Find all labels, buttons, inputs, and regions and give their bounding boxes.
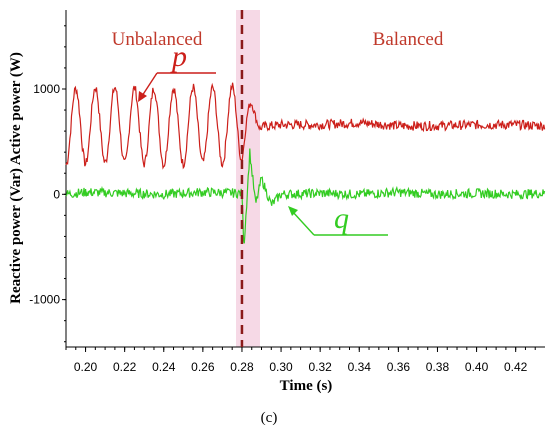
annotation-q-label: q (334, 202, 349, 235)
x-axis-title: Time (s) (280, 378, 333, 394)
y-axis-title: Reactive power (Var) Active power (W) (8, 52, 24, 304)
region-label-unbalanced: Unbalanced (112, 29, 203, 50)
x-tick-label: 0.40 (465, 360, 489, 374)
annotation-p-label: p (170, 40, 187, 73)
axes (65, 10, 545, 348)
y-ticks: -1000 0 1000 (29, 25, 66, 343)
x-tick-label: 0.34 (348, 360, 372, 374)
y-tick-label: 1000 (33, 82, 60, 96)
series-q-line (65, 148, 546, 244)
annotation-q-arrowhead (288, 206, 298, 216)
annotation-p-arrowhead (138, 91, 147, 102)
region-label-balanced: Balanced (373, 29, 444, 50)
y-tick-label: 0 (53, 187, 60, 201)
figure-caption: (c) (261, 410, 278, 426)
x-ticks: 0.20 0.22 0.24 0.26 0.28 0.30 0.32 0.34 0.36 0.38… (65, 347, 536, 374)
annotation-p: p (138, 40, 216, 102)
x-tick-label: 0.22 (113, 360, 137, 374)
x-tick-label: 0.38 (426, 360, 450, 374)
x-tick-label: 0.24 (152, 360, 176, 374)
x-tick-label: 0.30 (269, 360, 293, 374)
x-tick-label: 0.20 (74, 360, 98, 374)
x-tick-label: 0.28 (230, 360, 254, 374)
x-tick-label: 0.26 (191, 360, 215, 374)
x-tick-label: 0.42 (504, 360, 528, 374)
series-p-line (65, 82, 546, 170)
x-tick-label: 0.32 (308, 360, 332, 374)
annotation-q-arrow-shaft (291, 210, 315, 236)
annotation-p-arrow-shaft (141, 72, 158, 97)
annotation-q: q (288, 202, 388, 236)
y-tick-label: -1000 (29, 293, 60, 307)
x-tick-label: 0.36 (387, 360, 411, 374)
